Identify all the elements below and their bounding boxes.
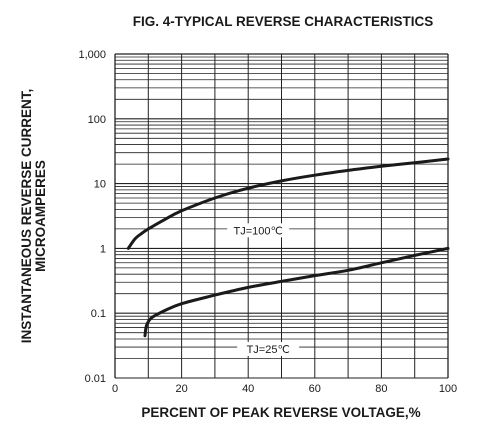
curve-label-background xyxy=(227,223,290,238)
major-grid xyxy=(114,53,449,379)
x-tick-label: 100 xyxy=(439,383,457,395)
y-tick-label: 1 xyxy=(100,243,106,255)
y-tick-label: 1,000 xyxy=(78,49,106,61)
x-tick-label: 40 xyxy=(242,383,254,395)
chart-title: FIG. 4-TYPICAL REVERSE CHARACTERISTICS xyxy=(133,14,434,29)
curve-label-2: TJ=25℃ xyxy=(247,344,290,356)
y-tick-label: 100 xyxy=(88,114,106,126)
y-axis-title-line-1: INSTANTANEOUS REVERSE CURRENT, xyxy=(19,89,34,344)
x-tick-label: 0 xyxy=(112,383,118,395)
y-tick-label: 0.1 xyxy=(91,308,106,320)
curve-series-1 xyxy=(126,157,450,250)
curve-label-1: TJ=100℃ xyxy=(234,225,283,237)
x-tick-label: 80 xyxy=(375,383,387,395)
x-tick-label: 60 xyxy=(309,383,321,395)
x-tick-labels: 0 20 40 60 80 100 xyxy=(112,383,457,395)
y-axis-title-line-2: MICROAMPERES xyxy=(33,160,48,272)
curve-series-2 xyxy=(143,246,450,338)
x-tick-label: 20 xyxy=(175,383,187,395)
y-tick-labels: 0.01 0.1 1 10 100 1,000 xyxy=(78,49,106,385)
y-tick-label: 0.01 xyxy=(85,373,106,385)
curves xyxy=(126,157,450,338)
y-tick-label: 10 xyxy=(94,179,106,191)
curve-label-background xyxy=(237,342,300,357)
curve-labels: TJ=100℃ TJ=25℃ xyxy=(227,223,300,357)
x-axis-title: PERCENT OF PEAK REVERSE VOLTAGE,% xyxy=(141,405,420,420)
